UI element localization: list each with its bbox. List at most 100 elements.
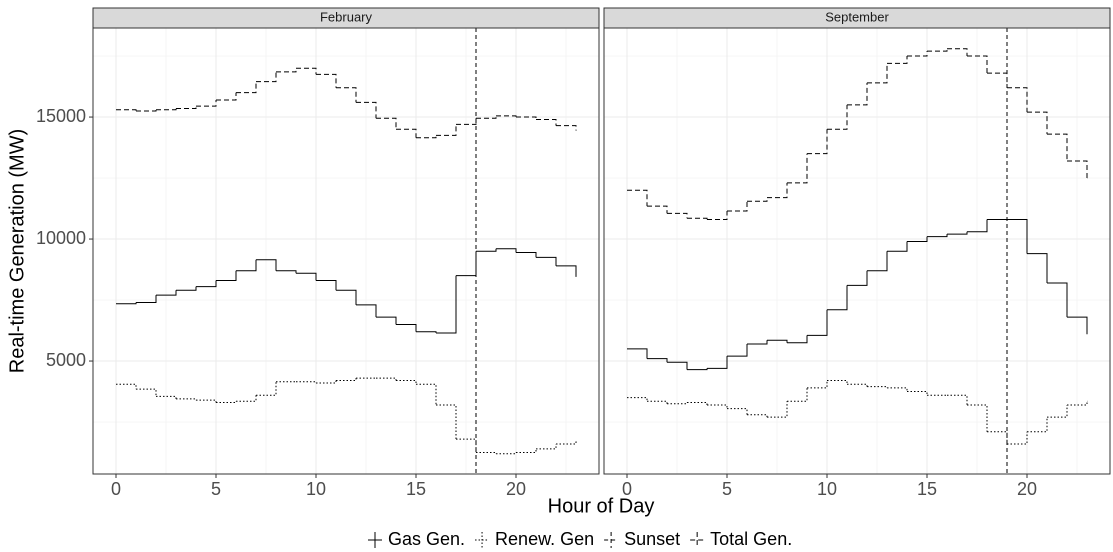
step-segment [236,259,257,272]
step-segment [1007,87,1028,113]
step-segment [707,210,728,221]
step-segment [807,380,828,389]
step-segment [1007,219,1028,254]
step-segment [647,205,668,214]
legend-label: Sunset [624,529,680,549]
step-segment [1047,404,1068,418]
step-segment [376,316,397,325]
step-segment [847,82,868,106]
strip-title: September [825,9,889,24]
step-segment [767,182,788,199]
step-segment [667,212,688,219]
step-segment [1067,401,1088,406]
panel [604,28,1110,474]
step-segment [907,236,928,242]
step-segment [556,265,577,277]
step-segment [436,275,457,334]
step-segment [516,448,537,454]
step-segment [687,402,708,405]
step-segment [847,383,868,387]
step-segment [156,290,177,296]
step-segment [827,104,848,130]
step-segment [336,289,357,305]
step-segment [476,115,497,119]
step-segment [947,48,968,57]
step-segment [887,241,908,252]
step-segment [156,395,177,399]
step-segment [827,285,848,311]
step-segment [967,219,988,233]
step-segment [727,201,748,212]
step-segment [747,340,768,345]
step-segment [947,231,968,235]
step-segment [476,248,497,252]
panel [93,28,599,474]
step-segment [216,92,237,101]
step-segment [627,397,648,402]
step-segment [727,343,748,357]
step-segment [887,56,908,64]
x-tick-label: 15 [406,479,426,499]
step-segment [967,55,988,74]
step-segment [416,135,437,139]
step-segment [747,197,768,202]
step-segment [807,309,828,336]
step-segment [927,48,948,52]
step-segment [927,234,948,238]
step-segment [707,404,728,409]
step-segment [276,270,297,274]
step-segment [556,441,577,445]
step-segment [376,377,397,381]
step-segment [536,256,557,266]
step-segment [296,67,317,75]
step-segment [787,335,808,344]
step-segment [256,259,277,271]
x-tick-label: 20 [506,479,526,499]
x-tick-label: 20 [1017,479,1037,499]
step-segment [707,356,728,369]
step-segment [787,153,808,184]
step-segment [136,388,157,397]
panel-border [603,27,1111,475]
step-segment [556,125,577,131]
step-segment [316,73,337,88]
legend-label: Total Gen. [710,529,792,549]
step-segment [1007,431,1028,445]
step-segment [807,129,828,155]
step-segment [316,280,337,291]
x-axis-label: Hour of Day [548,495,655,517]
step-segment [867,63,888,84]
step-segment [196,399,217,403]
x-tick-label: 0 [111,479,121,499]
step-segment [396,128,417,138]
step-segment [316,380,337,384]
step-segment [176,286,197,291]
step-segment [1027,253,1048,283]
y-axis-label: Real-time Generation (MW) [6,129,28,374]
x-tick-label: 0 [622,479,632,499]
step-segment [847,270,868,286]
step-segment [1047,133,1068,161]
step-segment [767,339,788,343]
step-segment [867,251,888,272]
step-segment [907,51,928,57]
step-segment [216,270,237,282]
x-tick-label: 5 [722,479,732,499]
step-segment [296,272,317,281]
step-segment [396,323,417,332]
step-segment [256,71,277,83]
step-segment [627,348,648,359]
step-segment [827,380,848,385]
step-segment [747,414,768,418]
step-segment [356,101,377,119]
step-segment [627,189,648,207]
step-segment [336,87,357,103]
step-segment [887,387,908,392]
y-tick-label: 5000 [46,350,86,370]
step-segment [1067,316,1088,335]
legend-label: Gas Gen. [388,529,465,549]
step-segment [236,81,257,94]
strip-title: February [320,9,373,24]
step-segment [987,431,1008,444]
